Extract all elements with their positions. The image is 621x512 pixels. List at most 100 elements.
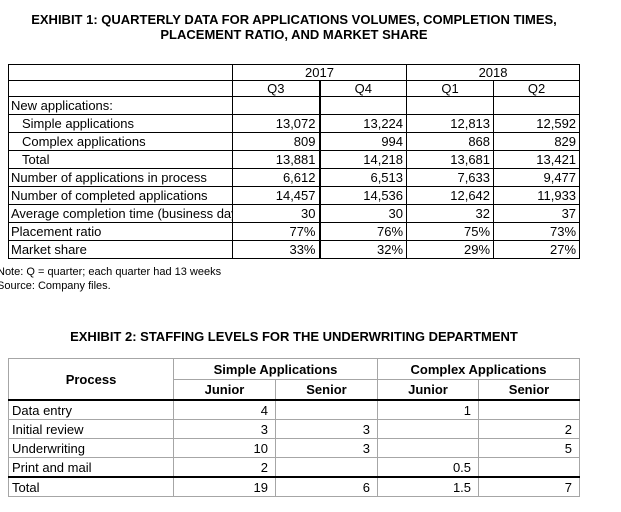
row-label: Placement ratio [8, 222, 233, 241]
cell-value: 13,421 [493, 150, 581, 169]
group-header-row: Process Simple Applications Complex Appl… [8, 358, 581, 401]
cell-value: 4 [173, 399, 276, 420]
cell-value: 3 [274, 419, 379, 439]
cell-value: 12,642 [406, 186, 495, 205]
row-label: Underwriting [8, 438, 174, 458]
row-label: Market share [8, 240, 233, 259]
cell-value: 13,881 [232, 150, 321, 169]
cell-value: 27% [493, 240, 581, 259]
row-label: Simple applications [8, 114, 233, 133]
cell-value: 11,933 [493, 186, 581, 205]
cell-value: 6,513 [318, 168, 408, 187]
row-label: Complex applications [8, 132, 233, 151]
cell-value: 809 [232, 132, 321, 151]
cell-value [406, 96, 495, 115]
cell-value: 2 [173, 457, 276, 478]
cell-value: 32% [318, 240, 408, 259]
cell-value: 9,477 [493, 168, 581, 187]
table-row: Complex applications 809 994 868 829 [8, 132, 581, 151]
cell-value [274, 457, 379, 478]
quarter-header-row: Q3 Q4 Q1 Q2 [8, 80, 581, 97]
table-row: Total 13,881 14,218 13,681 13,421 [8, 150, 581, 169]
quarter-header-q1: Q1 [406, 80, 495, 97]
empty-corner-cell [8, 80, 233, 97]
cell-value: 29% [406, 240, 495, 259]
note-text: Note: Q = quarter; each quarter had 13 w… [0, 266, 222, 278]
cell-value: 1.5 [377, 476, 480, 497]
subheader-simple-senior: Senior [274, 379, 379, 401]
exhibit1-title-line2: PLACEMENT RATIO, AND MARKET SHARE [160, 27, 428, 42]
table-row: Number of applications in process 6,612 … [8, 168, 581, 187]
exhibit1-title-line1: EXHIBIT 1: QUARTERLY DATA FOR APPLICATIO… [31, 12, 557, 27]
year-header-row: 2017 2018 [8, 64, 581, 81]
row-label: Initial review [8, 419, 174, 439]
cell-value [377, 419, 480, 439]
row-label: Print and mail [8, 457, 174, 478]
exhibit1-table: 2017 2018 Q3 Q4 Q1 Q2 New applications: … [8, 64, 581, 259]
cell-value: 5 [478, 438, 581, 458]
table-row: New applications: [8, 96, 581, 115]
cell-value: 0.5 [377, 457, 480, 478]
cell-value: 829 [493, 132, 581, 151]
cell-value: 30 [232, 204, 321, 223]
cell-value: 994 [318, 132, 408, 151]
row-label: New applications: [8, 96, 233, 115]
source-text: Source: Company files. [0, 280, 111, 292]
table-row: Initial review 3 3 2 [8, 419, 581, 439]
cell-value: 19 [173, 476, 276, 497]
quarter-header-q3: Q3 [232, 80, 321, 97]
cell-value: 76% [318, 222, 408, 241]
row-label: Total [8, 150, 233, 169]
process-header: Process [8, 358, 174, 401]
cell-value: 33% [232, 240, 321, 259]
total-row: Total 19 6 1.5 7 [8, 476, 581, 497]
cell-value [377, 438, 480, 458]
cell-value: 6 [274, 476, 379, 497]
cell-value: 10 [173, 438, 276, 458]
cell-value: 868 [406, 132, 495, 151]
cell-value: 7 [478, 476, 581, 497]
year-header-2017: 2017 [231, 64, 408, 81]
table-row: Average completion time (business days) … [8, 204, 581, 223]
cell-value: 13,072 [232, 114, 321, 133]
cell-value: 13,681 [406, 150, 495, 169]
cell-value: 3 [173, 419, 276, 439]
cell-value: 12,592 [493, 114, 581, 133]
table-row: Market share 33% 32% 29% 27% [8, 240, 581, 259]
exhibit2-title: EXHIBIT 2: STAFFING LEVELS FOR THE UNDER… [70, 329, 518, 344]
quarter-header-q4: Q4 [318, 80, 408, 97]
cell-value: 3 [274, 438, 379, 458]
table-row: Simple applications 13,072 13,224 12,813… [8, 114, 581, 133]
group-header-complex: Complex Applications [377, 358, 581, 380]
cell-value: 6,612 [232, 168, 321, 187]
cell-value: 1 [377, 399, 480, 420]
cell-value: 13,224 [318, 114, 408, 133]
cell-value: 14,218 [318, 150, 408, 169]
exhibit1-notes: Note: Q = quarter; each quarter had 13 w… [0, 265, 221, 293]
quarter-header-q2: Q2 [493, 80, 581, 97]
cell-value: 2 [478, 419, 581, 439]
group-header-simple: Simple Applications [172, 358, 379, 380]
cell-value [232, 96, 321, 115]
year-header-2018: 2018 [406, 64, 581, 81]
row-label: Data entry [8, 399, 174, 420]
row-label: Number of completed applications [8, 186, 233, 205]
table-row: Print and mail 2 0.5 [8, 457, 581, 478]
table-row: Number of completed applications 14,457 … [8, 186, 581, 205]
cell-value [478, 457, 581, 478]
cell-value: 77% [232, 222, 321, 241]
table-row: Underwriting 10 3 5 [8, 438, 581, 458]
cell-value [478, 399, 581, 420]
cell-value: 73% [493, 222, 581, 241]
cell-value [274, 399, 379, 420]
cell-value: 7,633 [406, 168, 495, 187]
subheader-complex-senior: Senior [478, 379, 581, 401]
cell-value: 14,536 [318, 186, 408, 205]
cell-value [493, 96, 581, 115]
row-label: Number of applications in process [8, 168, 233, 187]
subheader-complex-junior: Junior [377, 379, 480, 401]
empty-corner-cell [8, 64, 233, 81]
cell-value: 14,457 [232, 186, 321, 205]
row-label: Total [8, 476, 174, 497]
